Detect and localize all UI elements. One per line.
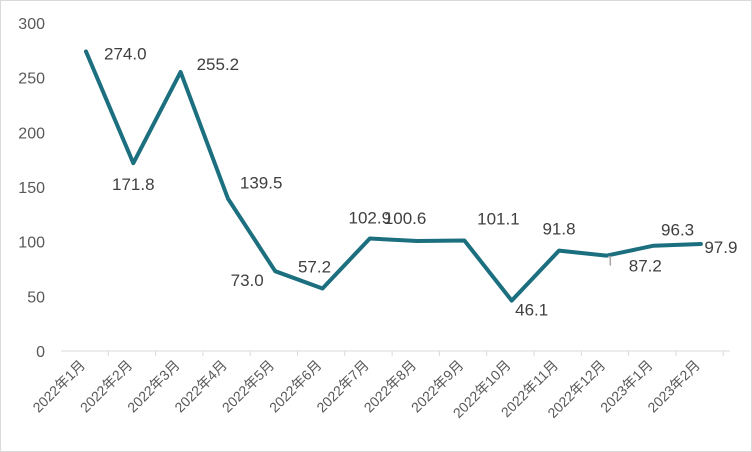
- y-tick-label: 50: [27, 289, 45, 306]
- series-line-path: [84, 49, 703, 303]
- y-tick-label: 0: [36, 344, 45, 361]
- data-label: 102.9: [349, 208, 392, 227]
- y-axis: 0 50 100 150 200 250 300: [18, 16, 45, 361]
- data-label: 96.3: [661, 221, 694, 240]
- y-tick-label: 200: [18, 125, 45, 142]
- data-label: 87.2: [629, 257, 662, 276]
- label-leader-line: [608, 255, 612, 266]
- data-label: 255.2: [197, 55, 240, 74]
- data-label: 101.1: [477, 209, 520, 228]
- data-label: 97.9: [704, 238, 737, 257]
- data-label: 73.0: [231, 271, 264, 290]
- series-line: [84, 49, 703, 303]
- data-label: 139.5: [240, 173, 283, 192]
- data-label: 274.0: [104, 44, 147, 63]
- y-tick-label: 100: [18, 235, 45, 252]
- data-label: 91.8: [542, 220, 575, 239]
- x-axis: 2022年1月2022年2月2022年3月2022年4月2022年5月2022年…: [29, 350, 730, 421]
- data-label: 100.6: [384, 209, 427, 228]
- y-tick-label: 300: [18, 16, 45, 33]
- data-label: 46.1: [515, 301, 548, 320]
- data-label: 171.8: [112, 175, 155, 194]
- data-label: 57.2: [298, 257, 331, 276]
- y-tick-label: 150: [18, 180, 45, 197]
- y-tick-label: 250: [18, 71, 45, 88]
